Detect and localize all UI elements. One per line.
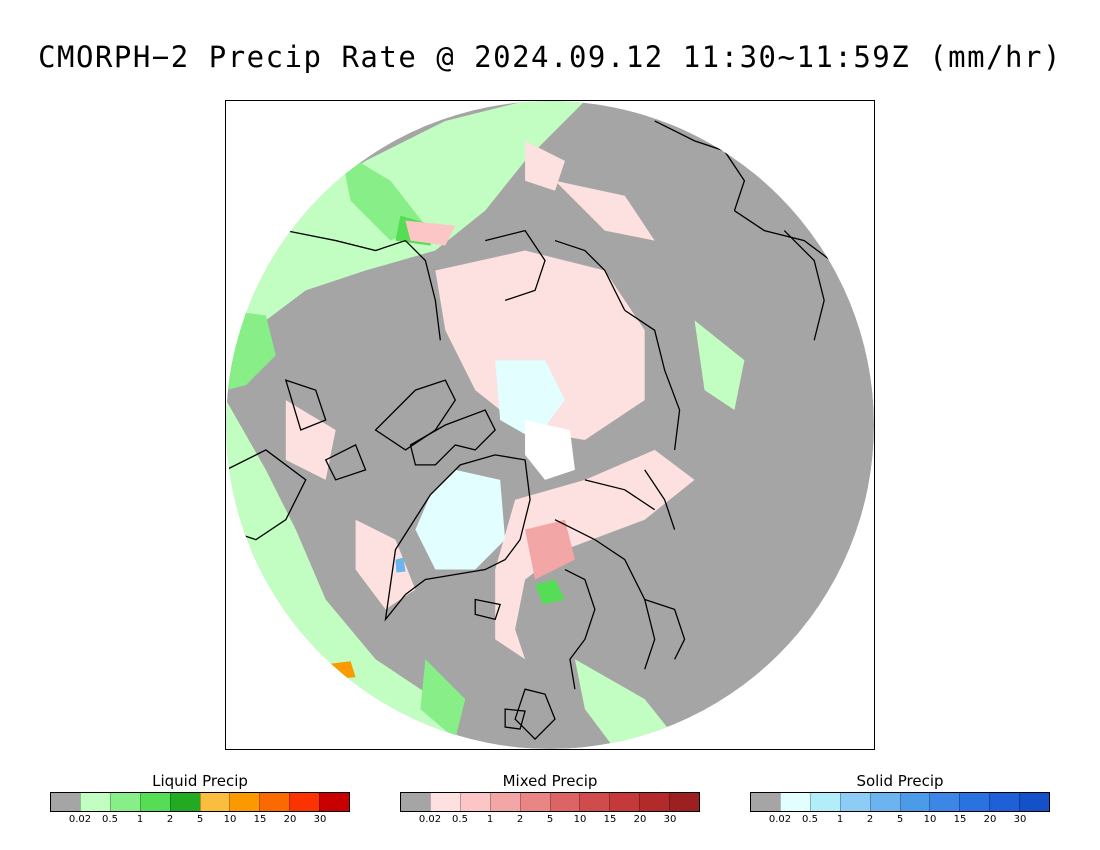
tick-label: 15 [253, 814, 267, 825]
tick-label: 10 [573, 814, 587, 825]
tick-labels: 0.02 0.5 1 2 5 10 15 20 30 [400, 812, 700, 828]
legend-title: Solid Precip [856, 772, 944, 790]
color-swatch [319, 793, 350, 811]
tick-label: 15 [603, 814, 617, 825]
mixed-precip-areas [285, 140, 695, 660]
tick-label: 5 [196, 814, 204, 825]
legend-title: Liquid Precip [152, 772, 248, 790]
tick-label: 15 [953, 814, 967, 825]
tick-label: 30 [1013, 814, 1027, 825]
color-swatch [289, 793, 320, 811]
coastlines [226, 120, 845, 740]
polar-precip-map [225, 100, 875, 750]
color-swatch [869, 793, 900, 811]
map-canvas [226, 101, 874, 749]
tick-label: 10 [923, 814, 937, 825]
color-swatch [579, 793, 610, 811]
tick-label: 0.5 [802, 814, 818, 825]
color-swatch [109, 793, 140, 811]
tick-label: 5 [896, 814, 904, 825]
tick-label: 30 [313, 814, 327, 825]
color-swatch [751, 793, 780, 811]
tick-label: 1 [136, 814, 144, 825]
color-swatch [549, 793, 580, 811]
color-swatch [401, 793, 430, 811]
color-bar [50, 792, 350, 812]
color-swatch [959, 793, 990, 811]
color-swatch [639, 793, 670, 811]
tick-labels: 0.02 0.5 1 2 5 10 15 20 30 [750, 812, 1050, 828]
map-title: CMORPH−2 Precip Rate @ 2024.09.12 11:30~… [38, 40, 1062, 74]
tick-label: 0.5 [102, 814, 118, 825]
color-bar [750, 792, 1050, 812]
color-swatch [169, 793, 200, 811]
color-swatch [519, 793, 550, 811]
liquid-precip-legend: Liquid Precip 0.02 0.5 1 2 5 10 15 20 30 [50, 770, 350, 828]
color-swatch [199, 793, 230, 811]
solid-precip-areas [395, 360, 575, 573]
color-swatch [79, 793, 110, 811]
color-swatch [989, 793, 1020, 811]
tick-label: 0.02 [418, 814, 442, 825]
color-swatch [429, 793, 460, 811]
color-swatch [259, 793, 290, 811]
color-swatch [489, 793, 520, 811]
tick-label: 0.02 [68, 814, 92, 825]
tick-label: 0.5 [452, 814, 468, 825]
tick-label: 30 [663, 814, 677, 825]
color-swatch [459, 793, 490, 811]
color-swatch [839, 793, 870, 811]
tick-label: 20 [283, 814, 297, 825]
tick-label: 0.02 [768, 814, 792, 825]
color-bar [400, 792, 700, 812]
color-swatch [51, 793, 80, 811]
tick-label: 1 [836, 814, 844, 825]
color-swatch [669, 793, 700, 811]
color-swatch [139, 793, 170, 811]
tick-label: 2 [166, 814, 174, 825]
color-swatch [929, 793, 960, 811]
color-swatch [609, 793, 640, 811]
tick-label: 20 [983, 814, 997, 825]
solid-precip-legend: Solid Precip 0.02 0.5 1 2 5 10 15 20 30 [750, 770, 1050, 828]
color-swatch [229, 793, 260, 811]
tick-label: 2 [866, 814, 874, 825]
color-swatch [899, 793, 930, 811]
tick-label: 20 [633, 814, 647, 825]
tick-labels: 0.02 0.5 1 2 5 10 15 20 30 [50, 812, 350, 828]
tick-label: 10 [223, 814, 237, 825]
color-swatch [809, 793, 840, 811]
color-swatch [1019, 793, 1050, 811]
legend-title: Mixed Precip [502, 772, 598, 790]
tick-label: 2 [516, 814, 524, 825]
tick-label: 1 [486, 814, 494, 825]
mixed-precip-legend: Mixed Precip 0.02 0.5 1 2 5 10 15 20 30 [400, 770, 700, 828]
color-swatch [779, 793, 810, 811]
tick-label: 5 [546, 814, 554, 825]
